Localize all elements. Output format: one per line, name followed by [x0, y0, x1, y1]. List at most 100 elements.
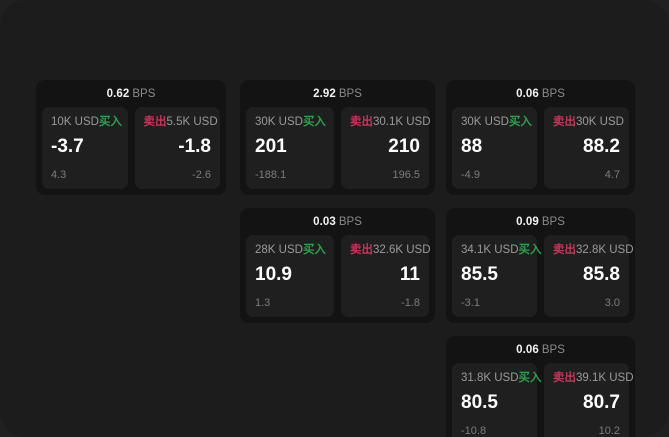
buy-side-tag[interactable]: 买入	[98, 116, 122, 128]
buy-panel[interactable]: 10K USD 买入 -3.7 4.3	[42, 107, 128, 189]
card-body: 30K USD 买入 88 -4.9 卖出 30K USD 88.2 4.7	[452, 107, 629, 189]
bps-value: 0.09	[516, 216, 539, 228]
bps-value: 2.92	[313, 88, 336, 100]
bps-value: 0.62	[106, 88, 130, 100]
buy-price: 80.5	[461, 392, 498, 413]
sell-price: 80.7	[583, 392, 620, 413]
buy-panel[interactable]: 30K USD 买入 201 -188.1	[246, 107, 334, 189]
spread-card[interactable]: 0.06 BPS 30K USD 买入 88 -4.9 卖出 30K USD 88.2 4.7	[446, 80, 635, 195]
bps-unit-label: BPS	[541, 344, 565, 356]
buy-notional: 10K USD	[51, 116, 99, 128]
sell-price: -1.8	[178, 136, 211, 157]
sell-side-tag[interactable]: 卖出	[350, 244, 373, 256]
sell-notional: 30.1K USD	[373, 116, 431, 128]
buy-notional: 30K USD	[461, 116, 509, 128]
bps-unit-label: BPS	[338, 88, 362, 100]
buy-delta: -10.8	[461, 425, 487, 437]
bps-value: 0.03	[313, 216, 336, 228]
buy-notional: 31.8K USD	[461, 372, 519, 384]
card-header: 2.92 BPS	[246, 87, 429, 107]
sell-panel-header: 卖出 32.6K USD	[350, 243, 431, 257]
buy-notional: 34.1K USD	[461, 244, 519, 256]
buy-panel-header: 10K USD 买入	[51, 115, 122, 129]
sell-panel[interactable]: 卖出 30.1K USD 210 196.5	[341, 107, 431, 189]
sell-delta: -1.8	[401, 297, 420, 309]
sell-notional: 30K USD	[576, 116, 624, 128]
buy-side-tag[interactable]: 买入	[518, 372, 542, 384]
sell-notional: 5.5K USD	[166, 116, 218, 128]
buy-panel[interactable]: 28K USD 买入 10.9 1.3	[246, 235, 334, 317]
sell-side-tag[interactable]: 卖出	[553, 372, 576, 384]
sell-panel[interactable]: 卖出 32.6K USD 11 -1.8	[341, 235, 431, 317]
spread-card[interactable]: 2.92 BPS 30K USD 买入 201 -188.1 卖出 30.1K USD 210 1…	[240, 80, 435, 195]
sell-side-tag[interactable]: 卖出	[143, 116, 167, 128]
sell-notional: 32.6K USD	[373, 244, 431, 256]
sell-price: 11	[399, 264, 420, 285]
buy-price: 201	[255, 136, 287, 157]
buy-panel[interactable]: 30K USD 买入 88 -4.9	[452, 107, 537, 189]
sell-price: 85.8	[583, 264, 620, 285]
spread-card[interactable]: 0.03 BPS 28K USD 买入 10.9 1.3 卖出 32.6K USD 11 -1.8	[240, 208, 435, 323]
sell-notional: 32.8K USD	[576, 244, 634, 256]
buy-price: 88	[461, 136, 483, 157]
buy-delta: -188.1	[255, 169, 287, 181]
buy-side-tag[interactable]: 买入	[508, 116, 532, 128]
sell-panel-header: 卖出 30.1K USD	[350, 115, 431, 129]
buy-side-tag[interactable]: 买入	[302, 244, 326, 256]
sell-side-tag[interactable]: 卖出	[553, 244, 576, 256]
spread-card[interactable]: 0.09 BPS 34.1K USD 买入 85.5 -3.1 卖出 32.8K USD 85.…	[446, 208, 635, 323]
buy-delta: 4.3	[51, 169, 67, 181]
sell-panel-header: 卖出 5.5K USD	[143, 115, 218, 129]
spread-card[interactable]: 0.62 BPS 10K USD 买入 -3.7 4.3 卖出 5.5K USD -1.8 -2.…	[36, 80, 226, 195]
bps-unit-label: BPS	[541, 88, 565, 100]
card-column-3: 0.06 BPS 30K USD 买入 88 -4.9 卖出 30K USD 88.2 4.7 0.…	[446, 80, 635, 437]
sell-delta: 10.2	[598, 425, 620, 437]
card-column-1: 0.62 BPS 10K USD 买入 -3.7 4.3 卖出 5.5K USD -1.8 -2.…	[36, 80, 226, 208]
sell-delta: 196.5	[392, 169, 420, 181]
buy-delta: -3.1	[461, 297, 480, 309]
sell-side-tag[interactable]: 卖出	[350, 116, 373, 128]
card-column-2: 2.92 BPS 30K USD 买入 201 -188.1 卖出 30.1K USD 210 1…	[240, 80, 435, 336]
card-body: 30K USD 买入 201 -188.1 卖出 30.1K USD 210 196.5	[246, 107, 431, 189]
buy-panel-header: 31.8K USD 买入	[461, 371, 542, 385]
card-header: 0.06 BPS	[452, 87, 629, 107]
card-body: 31.8K USD 买入 80.5 -10.8 卖出 39.1K USD 80.7 10.2	[452, 363, 634, 437]
bps-value: 0.06	[516, 344, 539, 356]
sell-notional: 39.1K USD	[576, 372, 634, 384]
buy-panel[interactable]: 34.1K USD 买入 85.5 -3.1	[452, 235, 542, 317]
buy-side-tag[interactable]: 买入	[302, 116, 326, 128]
bps-unit-label: BPS	[338, 216, 362, 228]
buy-notional: 28K USD	[255, 244, 303, 256]
sell-delta: 4.7	[604, 169, 620, 181]
buy-side-tag[interactable]: 买入	[518, 244, 542, 256]
bps-unit-label: BPS	[132, 88, 156, 100]
card-body: 10K USD 买入 -3.7 4.3 卖出 5.5K USD -1.8 -2.6	[42, 107, 220, 189]
buy-panel-header: 30K USD 买入	[255, 115, 326, 129]
buy-panel-header: 34.1K USD 买入	[461, 243, 542, 257]
sell-delta: -2.6	[192, 169, 211, 181]
spread-card[interactable]: 0.06 BPS 31.8K USD 买入 80.5 -10.8 卖出 39.1K USD 80…	[446, 336, 635, 437]
sell-panel-header: 卖出 39.1K USD	[553, 371, 634, 385]
card-header: 0.06 BPS	[452, 343, 629, 363]
sell-panel[interactable]: 卖出 39.1K USD 80.7 10.2	[544, 363, 634, 437]
buy-delta: -4.9	[461, 169, 480, 181]
card-header: 0.03 BPS	[246, 215, 429, 235]
sell-panel-header: 卖出 32.8K USD	[553, 243, 634, 257]
sell-price: 88.2	[583, 136, 620, 157]
sell-panel[interactable]: 卖出 5.5K USD -1.8 -2.6	[134, 107, 220, 189]
bps-unit-label: BPS	[541, 216, 565, 228]
buy-price: 10.9	[255, 264, 292, 285]
buy-panel[interactable]: 31.8K USD 买入 80.5 -10.8	[452, 363, 542, 437]
sell-side-tag[interactable]: 卖出	[553, 116, 576, 128]
sell-panel-header: 卖出 30K USD	[553, 115, 624, 129]
sell-delta: 3.0	[604, 297, 620, 309]
buy-delta: 1.3	[255, 297, 271, 309]
card-header: 0.09 BPS	[452, 215, 629, 235]
sell-panel[interactable]: 卖出 32.8K USD 85.8 3.0	[544, 235, 634, 317]
card-header: 0.62 BPS	[42, 87, 220, 107]
buy-panel-header: 30K USD 买入	[461, 115, 532, 129]
sell-panel[interactable]: 卖出 30K USD 88.2 4.7	[544, 107, 629, 189]
card-body: 34.1K USD 买入 85.5 -3.1 卖出 32.8K USD 85.8 3.0	[452, 235, 634, 317]
buy-panel-header: 28K USD 买入	[255, 243, 326, 257]
